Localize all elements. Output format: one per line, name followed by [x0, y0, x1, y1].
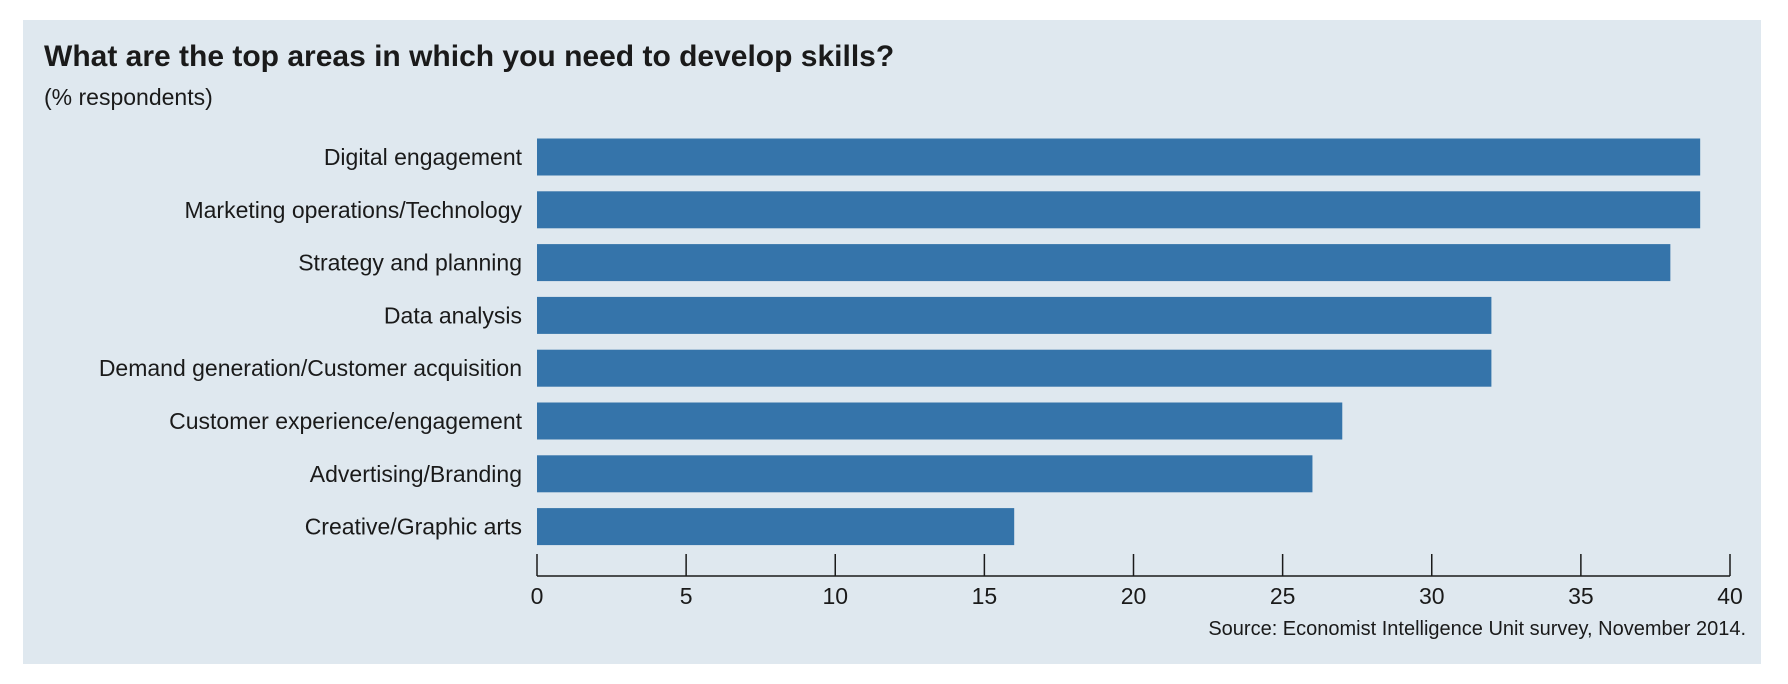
x-tick-label: 5	[680, 583, 693, 609]
bar	[537, 191, 1701, 229]
bars-group	[537, 138, 1701, 546]
chart-title: What are the top areas in which you need…	[44, 40, 895, 73]
bar	[537, 508, 1015, 546]
category-label: Demand generation/Customer acquisition	[99, 355, 522, 381]
category-label: Customer experience/engagement	[169, 408, 522, 434]
x-tick-label: 20	[1121, 583, 1147, 609]
x-tick-label: 40	[1717, 583, 1743, 609]
bar	[537, 296, 1492, 334]
category-label: Digital engagement	[324, 144, 523, 170]
category-label: Creative/Graphic arts	[305, 514, 522, 540]
x-tick-label: 10	[822, 583, 848, 609]
x-tick-label: 0	[531, 583, 544, 609]
bar	[537, 138, 1701, 176]
category-label: Data analysis	[384, 302, 522, 328]
category-label: Marketing operations/Technology	[184, 197, 522, 223]
chart-panel	[23, 20, 1761, 664]
x-tick-label: 30	[1419, 583, 1445, 609]
x-tick-label: 15	[972, 583, 998, 609]
bar	[537, 244, 1671, 282]
x-tick-label: 25	[1270, 583, 1296, 609]
source-note: Source: Economist Intelligence Unit surv…	[1208, 618, 1746, 640]
category-label: Advertising/Branding	[310, 461, 522, 487]
bar	[537, 455, 1313, 493]
chart-subtitle: (% respondents)	[44, 84, 213, 110]
category-label: Strategy and planning	[298, 250, 522, 276]
bar	[537, 402, 1343, 440]
category-labels-group: Digital engagement Marketing operations/T…	[99, 144, 523, 540]
x-tick-label: 35	[1568, 583, 1594, 609]
x-axis: 0 5 10 15 20 25 30 35 40	[531, 554, 1743, 609]
bar	[537, 349, 1492, 387]
